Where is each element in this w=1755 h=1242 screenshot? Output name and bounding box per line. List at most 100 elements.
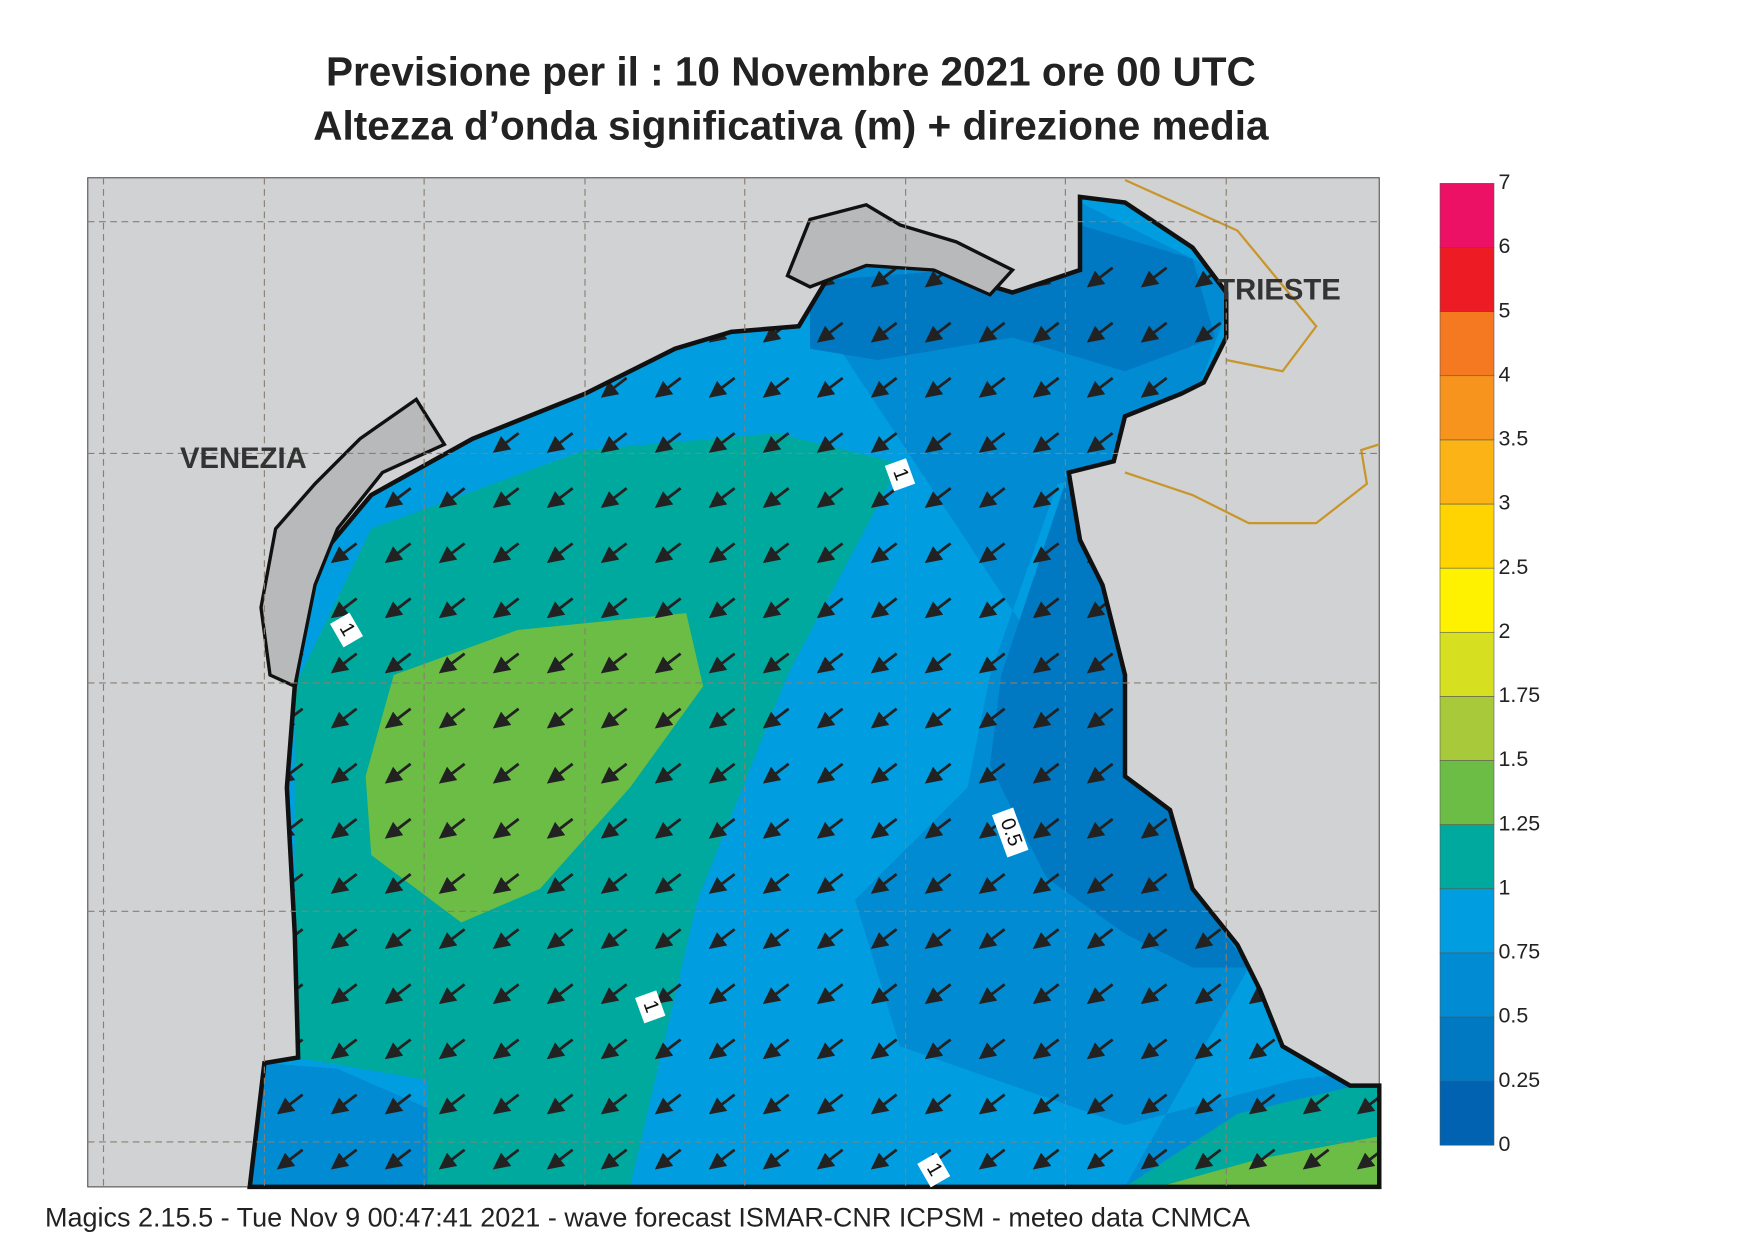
arrow — [546, 1093, 574, 1115]
arrow — [438, 983, 466, 1005]
arrow — [330, 873, 358, 894]
colorbar-label: 0 — [1499, 1132, 1511, 1156]
arrow — [1194, 321, 1222, 343]
arrow — [492, 1093, 520, 1115]
arrow — [1086, 376, 1114, 398]
arrow — [762, 873, 790, 894]
arrow — [384, 1093, 412, 1115]
arrow — [492, 762, 520, 784]
colorbar-band — [1439, 247, 1495, 312]
arrow — [654, 376, 682, 398]
colorbar-band — [1439, 1016, 1495, 1082]
arrow — [276, 1148, 304, 1170]
arrow — [600, 928, 628, 950]
arrow — [438, 1093, 466, 1115]
arrow — [1248, 1093, 1276, 1115]
arrow — [492, 652, 520, 674]
arrow — [654, 1148, 682, 1170]
arrow — [276, 1093, 304, 1115]
arrow — [600, 983, 628, 1005]
arrow — [546, 928, 574, 950]
arrow — [870, 487, 898, 509]
arrow — [546, 817, 574, 839]
arrow — [1032, 542, 1060, 564]
arrow — [600, 817, 628, 839]
arrow — [870, 652, 898, 674]
arrow — [546, 597, 574, 619]
arrow — [924, 321, 952, 343]
arrow — [492, 542, 520, 564]
arrow — [816, 817, 844, 839]
arrow — [978, 542, 1006, 564]
arrow — [1140, 376, 1168, 398]
arrow — [1140, 1038, 1168, 1060]
arrow — [708, 542, 736, 564]
footer: Magics 2.15.5 - Tue Nov 9 00:47:41 2021 … — [45, 1202, 1250, 1232]
arrow — [708, 652, 736, 674]
arrow — [1086, 983, 1114, 1005]
colorbar-band — [1439, 567, 1495, 633]
arrow — [1140, 266, 1168, 288]
arrow — [1248, 1038, 1276, 1060]
arrow — [384, 487, 412, 509]
arrow — [816, 707, 844, 729]
arrow — [600, 1093, 628, 1115]
arrow — [924, 928, 952, 950]
colorbar-band — [1439, 183, 1495, 248]
arrow — [330, 1148, 358, 1170]
arrow — [384, 1148, 412, 1170]
arrow — [330, 652, 358, 674]
arrow — [1032, 707, 1060, 729]
colorbar-band — [1439, 760, 1495, 825]
arrow — [1140, 983, 1168, 1005]
arrow — [816, 1093, 844, 1115]
arrow — [708, 1093, 736, 1115]
arrow — [816, 873, 844, 894]
arrow — [924, 1093, 952, 1115]
arrow — [1032, 432, 1060, 453]
arrow — [762, 487, 790, 509]
arrow — [762, 762, 790, 784]
colorbar-band — [1439, 1080, 1495, 1146]
arrow — [1032, 817, 1060, 839]
arrow — [1140, 817, 1168, 839]
arrow — [654, 1038, 682, 1060]
arrow — [978, 487, 1006, 509]
arrow — [654, 597, 682, 619]
arrow — [546, 762, 574, 784]
arrow — [978, 1093, 1006, 1115]
arrow — [762, 376, 790, 398]
arrow — [708, 432, 736, 453]
arrow — [1248, 1148, 1276, 1170]
arrow — [870, 1148, 898, 1170]
arrow — [978, 1038, 1006, 1060]
arrow — [1302, 1093, 1330, 1115]
arrow — [816, 1038, 844, 1060]
arrow — [1086, 707, 1114, 729]
border — [1124, 178, 1380, 525]
arrow — [1356, 1148, 1380, 1170]
arrow — [762, 817, 790, 839]
arrow — [978, 707, 1006, 729]
arrow — [816, 1148, 844, 1170]
arrow — [1032, 487, 1060, 509]
colorbar-label: 0.75 — [1499, 940, 1541, 964]
arrow — [1086, 321, 1114, 343]
arrow — [924, 983, 952, 1005]
arrow — [1032, 321, 1060, 343]
arrow — [708, 1038, 736, 1060]
arrow — [762, 1093, 790, 1115]
arrow — [762, 432, 790, 453]
arrow — [816, 762, 844, 784]
arrow — [600, 707, 628, 729]
arrow — [1032, 983, 1060, 1005]
colorbar-label: 1 — [1499, 875, 1511, 899]
arrow — [924, 376, 952, 398]
arrow — [600, 487, 628, 509]
colorbar-label: 2.5 — [1499, 555, 1529, 579]
arrow — [438, 817, 466, 839]
arrow — [654, 983, 682, 1005]
arrow — [870, 432, 898, 453]
colorbar-label: 0.5 — [1499, 1004, 1529, 1028]
